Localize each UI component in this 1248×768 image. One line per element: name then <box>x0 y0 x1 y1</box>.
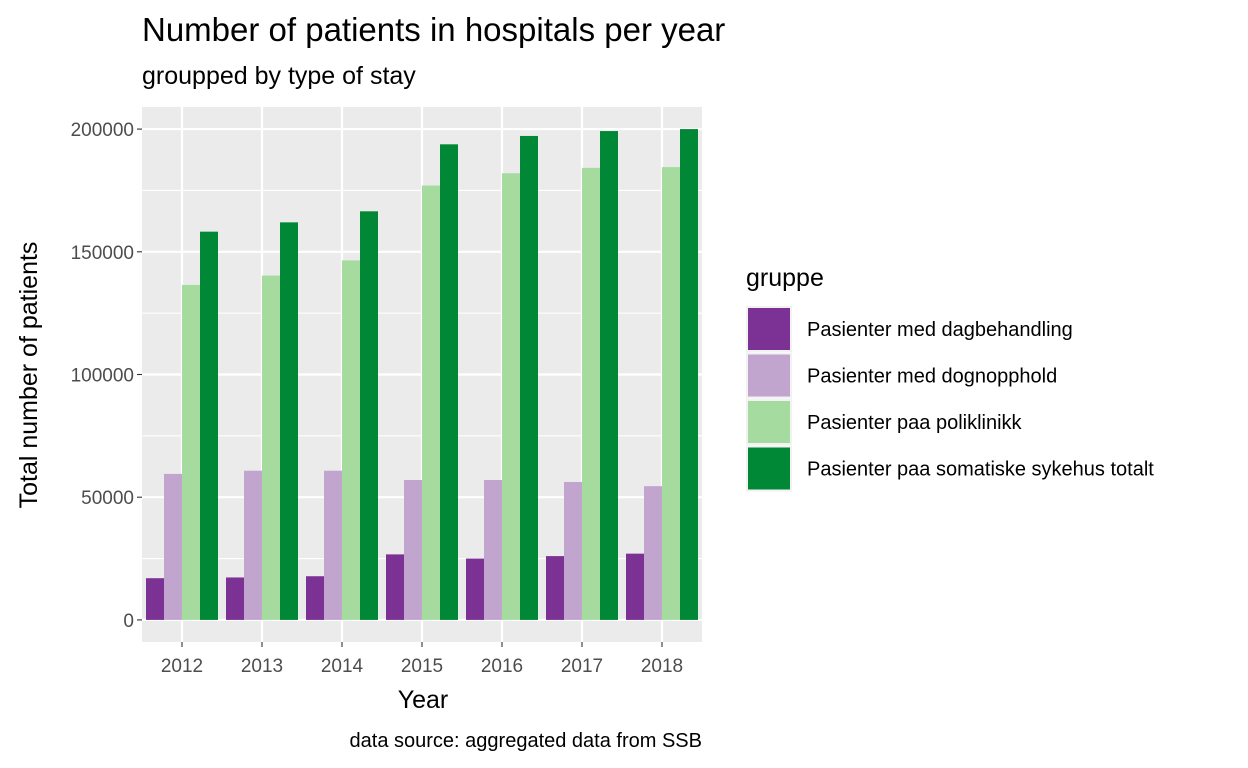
bar <box>164 473 182 620</box>
bar <box>360 211 378 620</box>
bar <box>280 222 298 620</box>
y-axis: 0 50000 100000 150000 200000 <box>71 120 142 632</box>
bar <box>600 131 618 620</box>
bar <box>226 577 244 620</box>
legend-title: gruppe <box>746 264 824 292</box>
bar <box>484 480 502 620</box>
legend: gruppe Pasienter med dagbehandling Pasien… <box>746 264 1154 492</box>
bar <box>520 135 538 620</box>
legend-swatch <box>748 308 790 350</box>
bars <box>146 129 698 620</box>
bar <box>422 185 440 620</box>
y-tick-label: 150000 <box>71 243 134 264</box>
legend-label: Pasienter paa somatiske sykehus totalt <box>807 459 1154 481</box>
legend-label: Pasienter med dagbehandling <box>807 319 1073 341</box>
y-tick-label: 0 <box>123 611 134 632</box>
x-tick-label: 2014 <box>321 656 364 677</box>
bar <box>244 470 262 620</box>
y-axis-title: Total number of patients <box>15 242 43 509</box>
bar <box>440 144 458 620</box>
x-tick-label: 2013 <box>241 656 283 677</box>
x-tick-label: 2012 <box>161 656 203 677</box>
legend-swatch <box>748 447 790 490</box>
bar <box>466 558 484 620</box>
bar <box>306 576 324 620</box>
legend-label: Pasienter paa poliklinikk <box>807 412 1023 434</box>
bar <box>662 167 680 620</box>
y-tick-label: 50000 <box>81 488 134 509</box>
bar <box>324 470 342 620</box>
bar <box>200 231 218 620</box>
bar <box>502 173 520 620</box>
bar <box>644 486 662 620</box>
legend-label: Pasienter med dognopphold <box>807 366 1057 388</box>
legend-swatch <box>748 401 790 443</box>
bar <box>626 553 644 620</box>
caption: data source: aggregated data from SSB <box>350 730 702 752</box>
x-axis: 2012 2013 2014 2015 2016 2017 2018 <box>161 642 683 677</box>
bar <box>386 554 404 620</box>
x-tick-label: 2016 <box>481 656 523 677</box>
bar <box>182 284 200 620</box>
bar <box>146 578 164 620</box>
x-tick-label: 2018 <box>641 656 683 677</box>
bar <box>546 556 564 620</box>
bar <box>262 275 280 620</box>
chart-subtitle: groupped by type of stay <box>142 62 416 90</box>
bar <box>582 167 600 620</box>
y-tick-label: 100000 <box>71 366 134 387</box>
bar <box>680 129 698 620</box>
legend-swatch <box>748 354 790 397</box>
bar <box>404 480 422 620</box>
y-tick-label: 200000 <box>71 120 134 141</box>
bar <box>564 481 582 620</box>
x-tick-label: 2017 <box>561 656 603 677</box>
chart-title: Number of patients in hospitals per year <box>142 11 725 48</box>
x-tick-label: 2015 <box>401 656 443 677</box>
x-axis-title: Year <box>398 686 449 714</box>
bar <box>342 260 360 620</box>
